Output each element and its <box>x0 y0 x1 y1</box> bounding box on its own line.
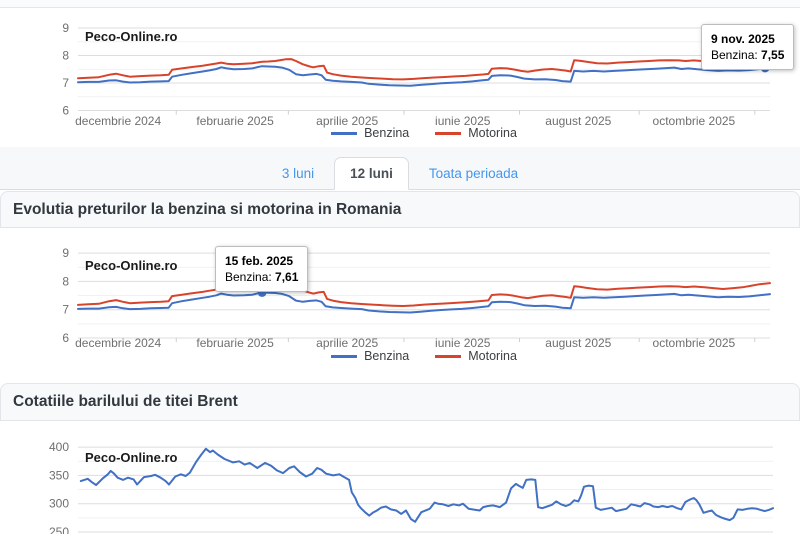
y-axis-label: 250 <box>49 525 69 534</box>
tab-12-luni[interactable]: 12 luni <box>334 157 409 190</box>
x-axis-label: iunie 2025 <box>435 114 491 128</box>
y-axis-label: 300 <box>49 497 69 511</box>
chart-watermark: Peco-Online.ro <box>85 258 178 273</box>
tab-3-luni[interactable]: 3 luni <box>281 166 315 181</box>
chart-tooltip-main: 15 feb. 2025 Benzina: 7,61 <box>215 246 309 292</box>
x-axis-label: aprilie 2025 <box>316 336 378 350</box>
motorina-line-swatch <box>435 354 462 358</box>
tooltip-date: 9 nov. 2025 <box>711 32 775 46</box>
y-axis-label: 400 <box>49 440 69 454</box>
fuel-top-legend: Benzina Motorina <box>44 126 800 140</box>
fuel-chart-top[interactable]: 6 7 8 9 decembrie 2024 februarie 2025 aprilie … <box>0 8 800 147</box>
brent-section-heading: Cotatiile barilului de titei Brent <box>0 383 800 421</box>
chart-watermark: Peco-Online.ro <box>85 29 178 44</box>
motorina-line-swatch <box>435 131 462 135</box>
fuel-heading-text: Evolutia preturilor la benzina si motori… <box>13 200 402 218</box>
legend-item-benzina: Benzina <box>331 126 409 140</box>
x-axis-label: octombrie 2025 <box>653 114 736 128</box>
legend-item-benzina: Benzina <box>331 349 409 363</box>
benzina-line-swatch <box>331 131 358 135</box>
series-line-motorina <box>77 282 771 307</box>
y-axis-label: 9 <box>62 246 69 260</box>
y-axis-label: 7 <box>62 303 69 317</box>
tab-toata-perioada[interactable]: Toata perioada <box>428 166 519 181</box>
brent-chart[interactable]: 250 300 350 400 Peco-Online.ro <box>0 421 800 534</box>
tooltip-date: 15 feb. 2025 <box>225 254 294 268</box>
tooltip-value-row: Benzina: 7,61 <box>225 270 299 284</box>
x-axis-label: aprilie 2025 <box>316 114 378 128</box>
y-axis-label: 7 <box>62 76 69 90</box>
top-divider <box>0 0 800 8</box>
x-axis-label: august 2025 <box>545 114 611 128</box>
x-axis-label: decembrie 2024 <box>75 336 161 350</box>
x-axis-label: august 2025 <box>545 336 611 350</box>
fuel-section-heading: Evolutia preturilor la benzina si motori… <box>0 191 800 228</box>
benzina-line-swatch <box>331 354 358 358</box>
legend-item-motorina: Motorina <box>435 126 517 140</box>
x-axis-label: decembrie 2024 <box>75 114 161 128</box>
x-axis-label: februarie 2025 <box>196 114 274 128</box>
chart-watermark: Peco-Online.ro <box>85 450 178 465</box>
x-axis-label: octombrie 2025 <box>653 336 736 350</box>
series-line-benzina <box>77 65 771 87</box>
chart-tooltip-top: 9 nov. 2025 Benzina: 7,55 <box>701 24 795 70</box>
x-axis-label: februarie 2025 <box>196 336 274 350</box>
tooltip-value-row: Benzina: 7,55 <box>711 48 785 62</box>
y-axis-label: 9 <box>62 21 69 35</box>
fuel-chart-main[interactable]: 6 7 8 9 decembrie 2024 februarie 2025 aprilie … <box>0 228 800 370</box>
legend-item-motorina: Motorina <box>435 349 517 363</box>
series-line-motorina <box>77 56 771 81</box>
x-axis-label: iunie 2025 <box>435 336 491 350</box>
fuel-main-legend: Benzina Motorina <box>44 349 800 363</box>
y-axis-label: 8 <box>62 49 69 63</box>
series-line-benzina <box>77 291 771 314</box>
period-tabs: 3 luni 12 luni Toata perioada <box>0 147 800 190</box>
y-axis-label: 350 <box>49 468 69 482</box>
series-line-brent <box>79 447 774 523</box>
y-axis-label: 6 <box>62 331 69 345</box>
y-axis-label: 8 <box>62 274 69 288</box>
y-axis-label: 6 <box>62 104 69 118</box>
brent-heading-text: Cotatiile barilului de titei Brent <box>13 393 238 410</box>
